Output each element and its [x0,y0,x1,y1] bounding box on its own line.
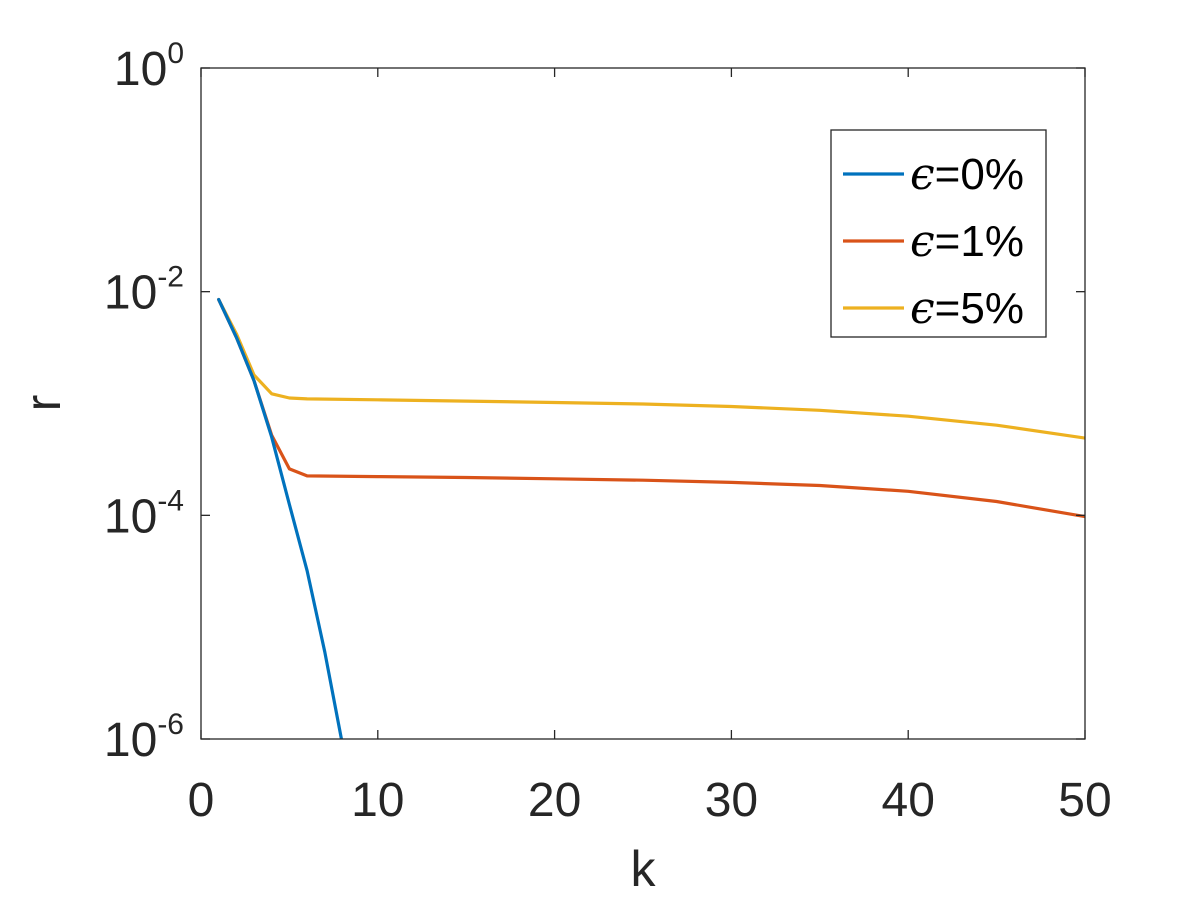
legend-entry: ϵ=0% [910,149,1024,200]
y-tick-base: 10 [104,490,157,543]
y-tick-base: 10 [104,714,157,767]
legend-label: =1% [935,217,1024,266]
legend-entry: ϵ=1% [910,216,1024,267]
y-tick-label: 100 [114,37,184,96]
y-tick-label: 10-6 [104,708,184,767]
x-axis-label: k [631,841,657,897]
legend: ϵ=0%ϵ=1%ϵ=5% [830,129,1047,338]
x-tick-label: 0 [188,774,215,827]
x-tick-label: 40 [882,774,935,827]
series-layer [217,298,1085,739]
legend-epsilon-symbol: ϵ [910,283,935,334]
axes-box [200,67,1086,740]
x-tick-label: 30 [705,774,758,827]
series-line [217,298,1085,440]
x-tick-label: 20 [528,774,581,827]
legend-box [830,129,1047,338]
legend-label: =0% [935,150,1024,199]
y-tick-exponent: -4 [157,484,184,517]
y-tick-exponent: 0 [167,37,184,70]
y-tick-base: 10 [104,267,157,320]
y-tick-exponent: -2 [157,261,184,294]
y-axis-label: r [15,395,71,412]
x-tick-label: 10 [351,774,404,827]
y-tick-label: 10-2 [104,261,184,320]
series-line [217,298,344,739]
y-tick-exponent: -6 [157,708,184,741]
y-tick-label: 10-4 [104,484,184,543]
y-tick-base: 10 [114,43,167,96]
x-tick-label: 50 [1058,774,1111,827]
legend-label: =5% [935,284,1024,333]
legend-epsilon-symbol: ϵ [910,149,935,200]
legend-entry: ϵ=5% [910,283,1024,334]
legend-epsilon-symbol: ϵ [910,216,935,267]
